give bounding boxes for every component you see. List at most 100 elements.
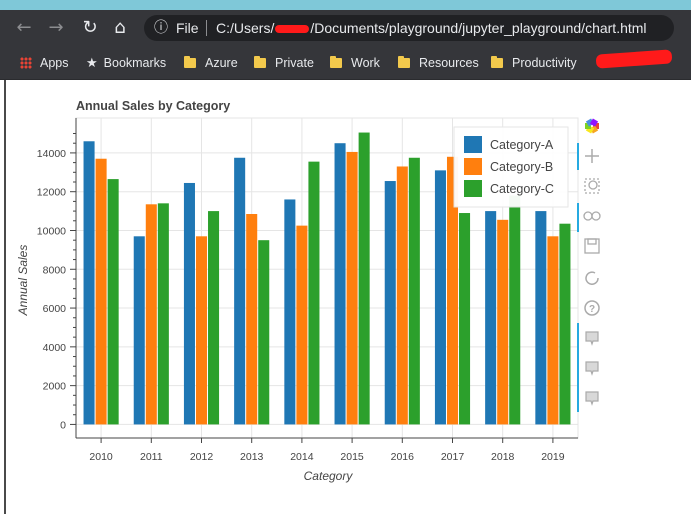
legend-label: Category-A <box>490 138 554 152</box>
bar-category-c-2013[interactable] <box>258 240 270 425</box>
bookmark-productivity[interactable]: Productivity <box>491 54 577 72</box>
bokeh-logo-petal <box>593 123 599 129</box>
bokeh-logo-icon[interactable] <box>585 118 599 134</box>
chart-title: Annual Sales by Category <box>76 99 230 113</box>
bar-category-a-2016[interactable] <box>384 181 396 425</box>
bar-category-b-2017[interactable] <box>446 156 459 425</box>
bar-category-a-2013[interactable] <box>234 157 246 425</box>
bar-category-b-2016[interactable] <box>396 166 408 425</box>
bar-category-b-2015[interactable] <box>346 151 358 425</box>
y-tick-label: 10000 <box>37 225 66 237</box>
wheel-zoom-icon-part <box>583 211 593 221</box>
x-tick-label: 2012 <box>190 451 214 463</box>
x-tick-label: 2019 <box>541 451 565 463</box>
legend: Category-A Category-B Category-C <box>453 126 569 208</box>
redaction-mark <box>275 25 310 34</box>
bar-category-a-2014[interactable] <box>284 199 296 425</box>
bookmark-work[interactable]: Work <box>330 54 380 72</box>
back-arrow-icon[interactable]: ← <box>16 17 32 38</box>
bar-category-a-2018[interactable] <box>485 211 497 425</box>
bar-category-a-2012[interactable] <box>183 182 195 425</box>
url-prefix: C:/Users/ <box>216 20 275 36</box>
bar-category-c-2010[interactable] <box>107 179 119 425</box>
save-icon[interactable] <box>584 238 600 254</box>
bookmarks-bar: Apps ★ Bookmarks Azure Private Work Resou… <box>0 46 691 80</box>
bar-category-b-2014[interactable] <box>296 225 308 425</box>
bar-category-b-2011[interactable] <box>145 204 157 425</box>
y-tick-label: 14000 <box>37 148 66 160</box>
bar-category-a-2017[interactable] <box>434 170 446 425</box>
bar-category-c-2015[interactable] <box>358 132 370 425</box>
reset-icon[interactable] <box>585 271 599 285</box>
hover-icon[interactable] <box>585 361 599 376</box>
forward-arrow-icon[interactable]: → <box>48 17 64 38</box>
bar-category-b-2018[interactable] <box>497 219 509 425</box>
wheel-zoom-icon[interactable] <box>583 211 601 221</box>
bookmark-azure[interactable]: Azure <box>184 54 238 72</box>
y-tick-label: 2000 <box>43 381 67 393</box>
save-icon-frame <box>584 238 600 254</box>
legend-label: Category-C <box>490 182 554 196</box>
x-tick-label: 2011 <box>140 451 163 463</box>
bokeh-logo-petal <box>589 118 599 127</box>
help-icon[interactable]: ? <box>584 300 600 316</box>
y-tick-label: 8000 <box>43 264 67 276</box>
bar-category-b-2013[interactable] <box>246 214 258 425</box>
bokeh-logo-petal <box>585 123 591 129</box>
y-axis: 0 2000 4000 6000 8000 10000 12000 14000 <box>37 118 77 438</box>
bar-category-c-2017[interactable] <box>459 213 471 425</box>
x-axis-label: Category <box>304 469 354 483</box>
bar-category-c-2019[interactable] <box>559 223 571 425</box>
x-tick-label: 2017 <box>441 451 465 463</box>
bookmark-resources[interactable]: Resources <box>398 54 479 72</box>
hover-icon[interactable] <box>585 391 599 406</box>
bar-category-a-2019[interactable] <box>535 211 547 425</box>
bars-group <box>83 132 571 425</box>
bookmark-label: Productivity <box>512 56 577 70</box>
home-icon[interactable]: ⌂ <box>114 17 126 38</box>
bar-category-b-2012[interactable] <box>195 236 208 425</box>
reload-icon[interactable]: ↻ <box>82 17 98 38</box>
help-icon-ring <box>584 300 600 316</box>
bookmark-label: Private <box>275 56 314 70</box>
pan-icon[interactable] <box>585 149 599 163</box>
address-bar[interactable]: ⓘ File C:/Users/ /Documents/playground/ju… <box>144 15 674 41</box>
help-icon-glyph: ? <box>589 304 595 315</box>
box-zoom-icon-frame <box>584 178 600 194</box>
browser-toolbar: ← → ↻ ⌂ ⓘ File C:/Users/ /Documents/playg… <box>0 10 691 46</box>
bar-category-c-2018[interactable] <box>509 195 521 425</box>
bookmark-apps[interactable]: Apps <box>20 54 69 72</box>
bar-category-c-2014[interactable] <box>308 161 320 425</box>
x-axis: 2010 2011 2012 2013 2014 2015 2016 2017 2018 2019 <box>76 437 578 463</box>
x-tick-label: 2016 <box>391 451 415 463</box>
hover-icon-bubble <box>585 331 599 346</box>
folder-icon <box>330 56 342 68</box>
legend-swatch <box>464 180 482 197</box>
legend-swatch <box>464 158 482 175</box>
bookmark-label: Azure <box>205 56 238 70</box>
bar-category-a-2011[interactable] <box>133 236 145 425</box>
y-axis-label: Annual Sales <box>16 245 30 317</box>
bar-category-c-2011[interactable] <box>157 203 169 425</box>
bar-category-b-2010[interactable] <box>95 158 107 425</box>
bookmark-label: Apps <box>40 56 69 70</box>
reset-icon-arc <box>585 271 599 285</box>
bar-category-b-2019[interactable] <box>547 236 559 425</box>
bar-category-c-2016[interactable] <box>408 157 420 425</box>
url-text[interactable]: C:/Users/ /Documents/playground/jupyter_p… <box>216 19 647 37</box>
box-zoom-icon[interactable] <box>584 178 600 194</box>
window-top-strip <box>0 0 691 10</box>
bookmark-bookmarks[interactable]: ★ Bookmarks <box>86 54 166 72</box>
bar-category-a-2010[interactable] <box>83 141 95 425</box>
bookmark-private[interactable]: Private <box>254 54 314 72</box>
hover-icon-bubble <box>585 361 599 376</box>
x-tick-label: 2015 <box>340 451 364 463</box>
save-icon-label <box>587 238 597 245</box>
bar-category-a-2015[interactable] <box>334 143 346 425</box>
bar-category-c-2012[interactable] <box>208 211 220 425</box>
info-icon[interactable]: ⓘ <box>154 20 168 36</box>
y-tick-label: 0 <box>60 419 66 431</box>
hover-icon[interactable] <box>585 331 599 346</box>
chart-toolbar: ? <box>577 118 601 412</box>
